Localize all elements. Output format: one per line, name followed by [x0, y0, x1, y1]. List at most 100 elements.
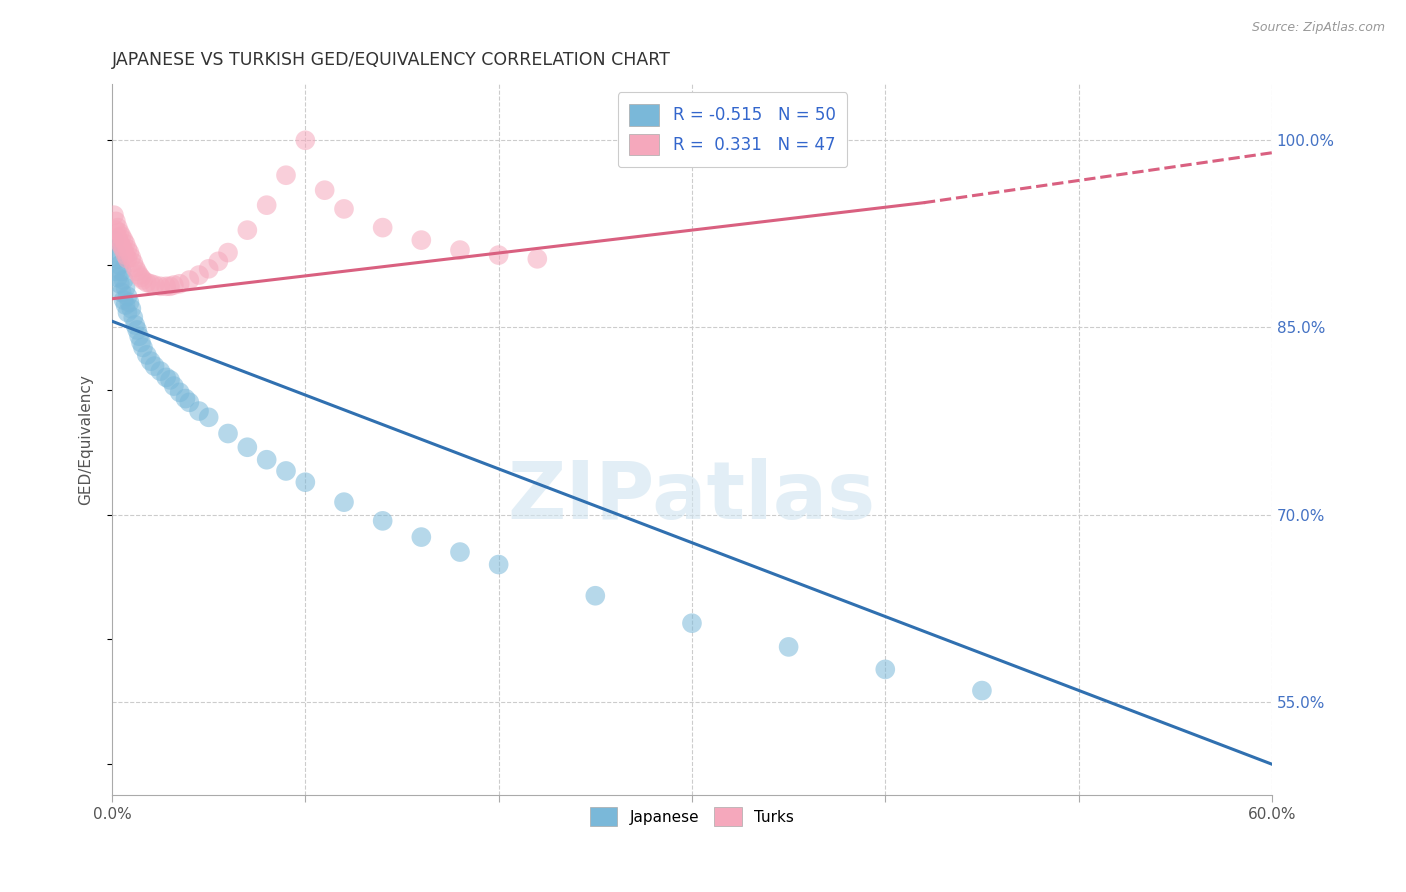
Point: [129, 270, 152, 285]
Point: [117, 252, 139, 266]
Point: [124, 260, 146, 275]
Text: ZIPatlas: ZIPatlas: [508, 458, 876, 536]
Point: [333, 495, 356, 509]
Point: [117, 289, 139, 303]
Point: [122, 255, 145, 269]
Point: [108, 226, 131, 240]
Point: [139, 354, 162, 368]
Point: [112, 273, 135, 287]
Point: [127, 323, 149, 337]
Point: [118, 245, 141, 260]
Point: [149, 279, 172, 293]
Point: [112, 233, 135, 247]
Point: [117, 242, 139, 256]
Point: [120, 301, 142, 316]
Point: [104, 223, 127, 237]
Point: [112, 243, 135, 257]
Point: [583, 589, 606, 603]
Point: [149, 364, 172, 378]
Point: [129, 335, 152, 350]
Point: [107, 230, 129, 244]
Point: [108, 277, 131, 291]
Point: [179, 395, 201, 409]
Point: [108, 235, 131, 250]
Point: [114, 248, 136, 262]
Point: [163, 379, 186, 393]
Point: [488, 248, 510, 262]
Point: [875, 662, 897, 676]
Point: [371, 220, 394, 235]
Point: [111, 229, 134, 244]
Point: [314, 183, 336, 197]
Point: [169, 385, 191, 400]
Point: [778, 640, 800, 654]
Point: [217, 245, 239, 260]
Point: [155, 370, 177, 384]
Point: [163, 278, 186, 293]
Point: [449, 545, 471, 559]
Point: [526, 252, 548, 266]
Point: [197, 261, 219, 276]
Point: [127, 264, 149, 278]
Point: [114, 280, 136, 294]
Point: [169, 277, 191, 291]
Point: [104, 264, 127, 278]
Point: [114, 298, 136, 312]
Point: [155, 279, 177, 293]
Point: [118, 295, 141, 310]
Point: [111, 264, 134, 278]
Point: [124, 318, 146, 332]
Point: [132, 273, 155, 287]
Point: [970, 683, 993, 698]
Point: [108, 258, 131, 272]
Point: [107, 220, 129, 235]
Point: [122, 310, 145, 325]
Point: [104, 214, 127, 228]
Point: [128, 268, 150, 282]
Text: JAPANESE VS TURKISH GED/EQUIVALENCY CORRELATION CHART: JAPANESE VS TURKISH GED/EQUIVALENCY CORR…: [112, 51, 671, 69]
Point: [120, 251, 142, 265]
Point: [132, 340, 155, 354]
Point: [411, 530, 433, 544]
Point: [197, 410, 219, 425]
Point: [294, 133, 316, 147]
Point: [111, 285, 134, 300]
Point: [103, 233, 125, 247]
Point: [371, 514, 394, 528]
Point: [188, 404, 211, 418]
Point: [174, 392, 197, 406]
Text: Source: ZipAtlas.com: Source: ZipAtlas.com: [1251, 21, 1385, 34]
Point: [128, 329, 150, 343]
Point: [217, 426, 239, 441]
Point: [114, 236, 136, 251]
Point: [139, 277, 162, 291]
Point: [135, 348, 157, 362]
Point: [488, 558, 510, 572]
Point: [294, 475, 316, 490]
Point: [117, 305, 139, 319]
Point: [107, 270, 129, 285]
Point: [236, 440, 259, 454]
Point: [103, 208, 125, 222]
Point: [143, 359, 166, 373]
Point: [112, 293, 135, 307]
Point: [107, 252, 129, 266]
Point: [256, 452, 278, 467]
Point: [159, 279, 181, 293]
Legend: Japanese, Turks: Japanese, Turks: [582, 799, 801, 834]
Point: [333, 202, 356, 216]
Y-axis label: GED/Equivalency: GED/Equivalency: [79, 375, 93, 505]
Point: [135, 276, 157, 290]
Point: [104, 245, 127, 260]
Point: [159, 373, 181, 387]
Point: [449, 243, 471, 257]
Point: [256, 198, 278, 212]
Point: [111, 239, 134, 253]
Point: [179, 273, 201, 287]
Point: [236, 223, 259, 237]
Point: [188, 268, 211, 282]
Point: [143, 278, 166, 293]
Point: [411, 233, 433, 247]
Point: [274, 168, 297, 182]
Point: [207, 254, 229, 268]
